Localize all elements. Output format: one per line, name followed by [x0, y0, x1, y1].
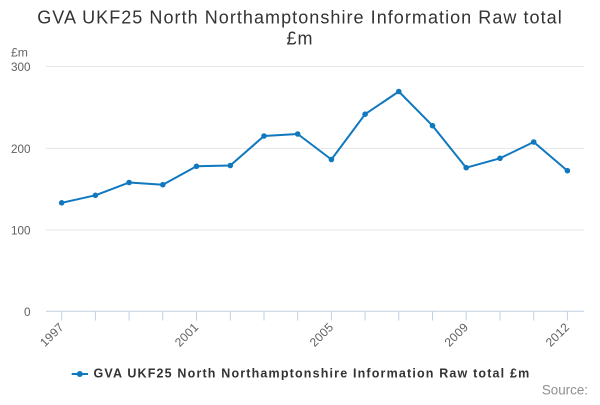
svg-text:GVA UKF25 North Northamptonshi: GVA UKF25 North Northamptonshire Informa…: [37, 8, 563, 28]
svg-text:100: 100: [11, 225, 31, 238]
svg-text:Source:: Source:: [542, 383, 588, 398]
svg-text:2009: 2009: [442, 320, 472, 350]
svg-text:2012: 2012: [543, 320, 573, 350]
svg-text:2001: 2001: [172, 320, 202, 350]
svg-text:GVA UKF25 North Northamptonshi: GVA UKF25 North Northamptonshire Informa…: [94, 366, 531, 380]
svg-text:2005: 2005: [307, 320, 337, 350]
svg-text:1997: 1997: [37, 320, 67, 350]
svg-text:0: 0: [24, 306, 31, 319]
svg-text:300: 300: [11, 61, 31, 74]
svg-text:£m: £m: [11, 46, 28, 60]
svg-text:200: 200: [11, 143, 31, 156]
svg-text:£m: £m: [286, 29, 313, 49]
